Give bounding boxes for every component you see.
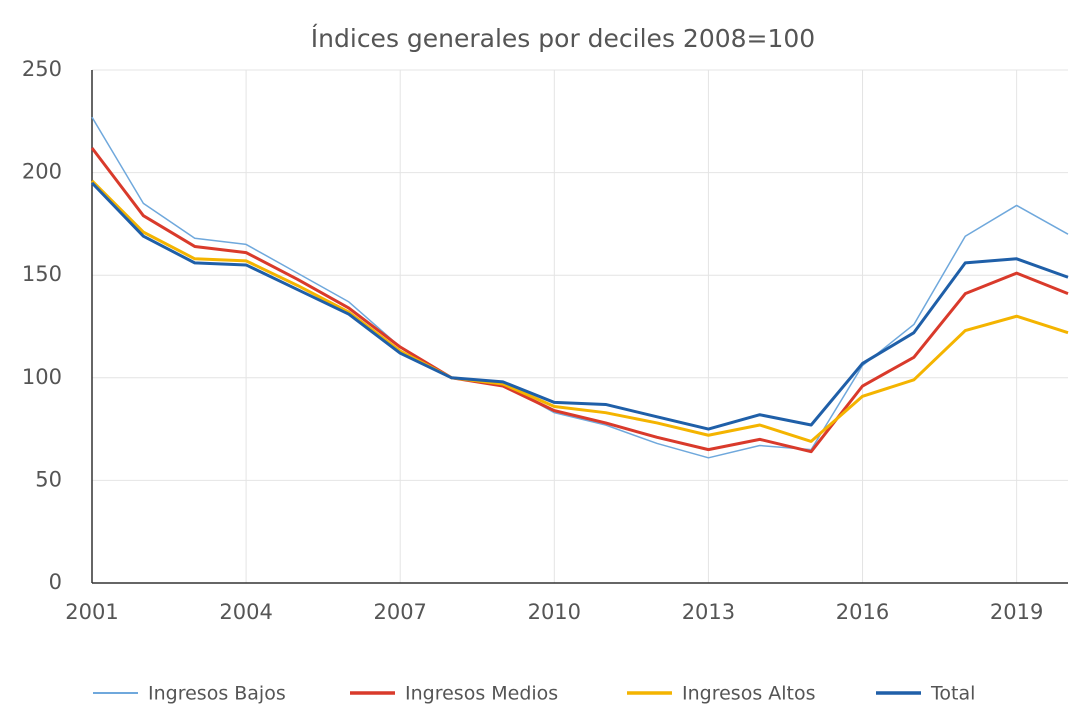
chart-title: Índices generales por deciles 2008=100 xyxy=(311,24,815,53)
y-tick-label: 150 xyxy=(22,262,62,286)
x-tick-label: 2019 xyxy=(990,600,1043,624)
y-tick-label: 100 xyxy=(22,365,62,389)
y-tick-label: 250 xyxy=(22,57,62,81)
x-tick-label: 2001 xyxy=(65,600,118,624)
series-line xyxy=(90,179,1069,443)
x-tick-label: 2007 xyxy=(373,600,426,624)
x-tick-label: 2010 xyxy=(528,600,581,624)
legend-label: Total xyxy=(930,683,975,705)
y-tick-label: 50 xyxy=(35,467,62,491)
x-tick-label: 2004 xyxy=(219,600,272,624)
y-tick-label: 200 xyxy=(22,160,62,184)
series-line xyxy=(91,116,1069,459)
x-tick-label: 2013 xyxy=(682,600,735,624)
legend-label: Ingresos Bajos xyxy=(148,683,286,705)
series-line xyxy=(90,181,1069,431)
legend-label: Ingresos Medios xyxy=(405,683,558,705)
legend-label: Ingresos Altos xyxy=(682,683,816,705)
x-tick-label: 2016 xyxy=(836,600,889,624)
series-line xyxy=(90,147,1069,454)
y-tick-label: 0 xyxy=(49,570,62,594)
